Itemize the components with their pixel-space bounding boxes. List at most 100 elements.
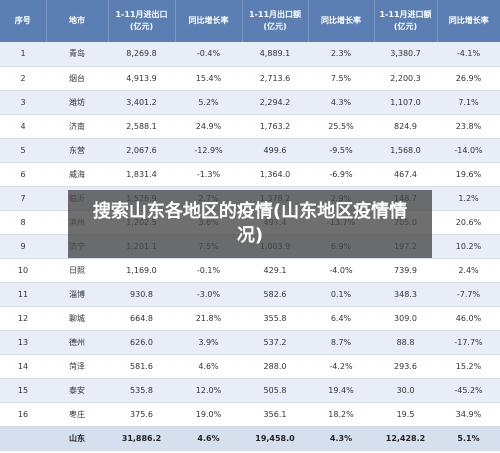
total-import: 12,428.2 (374, 425, 437, 451)
cell-city: 德州 (46, 330, 108, 355)
header-export: 1-11月出口额 (亿元) (242, 0, 309, 42)
cell-export-growth: 2.3% (308, 42, 374, 67)
table-row: 6 威海 1,831.4 -1.3% 1,364.0 -6.9% 467.4 19.6% (0, 162, 500, 187)
cell-index: 14 (0, 354, 46, 379)
total-import-growth: 5.1% (437, 425, 500, 451)
header-total-trade: 1-11月进出口 (亿元) (108, 0, 176, 42)
cell-import: 824.9 (374, 114, 437, 139)
table-row: 3 潍坊 3,401.2 5.2% 2,294.2 4.3% 1,107.0 7.1% (0, 90, 500, 115)
cell-export-growth: 18.2% (308, 402, 374, 427)
cell-import: 2,200.3 (374, 66, 437, 91)
total-export: 19,458.0 (242, 425, 308, 451)
cell-export: 1,763.2 (242, 114, 308, 139)
cell-index: 10 (0, 258, 46, 283)
cell-total-growth: -0.1% (175, 258, 242, 283)
cell-import: 309.0 (374, 306, 437, 331)
cell-export: 582.6 (242, 282, 308, 307)
cell-index: 9 (0, 234, 46, 259)
cell-index: 16 (0, 402, 46, 427)
cell-city: 淄博 (46, 282, 108, 307)
cell-export: 537.2 (242, 330, 308, 355)
cell-index: 15 (0, 378, 46, 403)
cell-import: 1,107.0 (374, 90, 437, 115)
table-row: 13 德州 626.0 3.9% 537.2 8.7% 88.8 -17.7% (0, 330, 500, 355)
cell-total-growth: 12.0% (175, 378, 242, 403)
cell-export: 2,294.2 (242, 90, 308, 115)
cell-index: 3 (0, 90, 46, 115)
cell-export-growth: 19.4% (308, 378, 374, 403)
cell-city: 枣庄 (46, 402, 108, 427)
cell-total-growth: 3.9% (175, 330, 242, 355)
cell-index: 12 (0, 306, 46, 331)
cell-import-growth: 23.8% (437, 114, 500, 139)
header-index: 序号 (0, 0, 47, 42)
cell-total-growth: -3.0% (175, 282, 242, 307)
cell-import: 293.6 (374, 354, 437, 379)
cell-total-trade: 375.6 (108, 402, 175, 427)
table-row: 16 枣庄 375.6 19.0% 356.1 18.2% 19.5 34.9% (0, 402, 500, 427)
header-city: 地市 (46, 0, 109, 42)
cell-total-growth: 19.0% (175, 402, 242, 427)
cell-city: 威海 (46, 162, 108, 187)
cell-import-growth: 2.4% (437, 258, 500, 283)
cell-index: 13 (0, 330, 46, 355)
caption-text: 搜索山东各地区的疫情(山东地区疫情情况) (92, 201, 408, 246)
cell-import-growth: -17.7% (437, 330, 500, 355)
cell-import-growth: -45.2% (437, 378, 500, 403)
cell-import-growth: 34.9% (437, 402, 500, 427)
cell-export: 505.8 (242, 378, 308, 403)
cell-import-growth: 26.9% (437, 66, 500, 91)
cell-index: 5 (0, 138, 46, 163)
cell-index: 6 (0, 162, 46, 187)
cell-export-growth: 0.1% (308, 282, 374, 307)
cell-import-growth: 46.0% (437, 306, 500, 331)
cell-import: 1,568.0 (374, 138, 437, 163)
table-row: 14 菏泽 581.6 4.6% 288.0 -4.2% 293.6 15.2% (0, 354, 500, 379)
cell-total-trade: 2,067.6 (108, 138, 175, 163)
cell-total-growth: 21.8% (175, 306, 242, 331)
cell-export-growth: -9.5% (308, 138, 374, 163)
table-row: 10 日照 1,169.0 -0.1% 429.1 -4.0% 739.9 2.4% (0, 258, 500, 283)
header-import-growth: 同比增长率 (437, 0, 500, 42)
cell-export-growth: -4.2% (308, 354, 374, 379)
cell-total-growth: -12.9% (175, 138, 242, 163)
cell-import: 739.9 (374, 258, 437, 283)
cell-index: 8 (0, 210, 46, 235)
cell-city: 日照 (46, 258, 108, 283)
cell-total-growth: 5.2% (175, 90, 242, 115)
cell-export: 288.0 (242, 354, 308, 379)
total-trade-growth: 4.6% (175, 425, 242, 451)
total-trade: 31,886.2 (108, 425, 175, 451)
cell-total-trade: 930.8 (108, 282, 175, 307)
cell-export: 499.6 (242, 138, 308, 163)
table-row: 4 济南 2,588.1 24.9% 1,763.2 25.5% 824.9 23.8% (0, 114, 500, 139)
cell-total-trade: 1,831.4 (108, 162, 175, 187)
cell-total-growth: 24.9% (175, 114, 242, 139)
cell-export-growth: 25.5% (308, 114, 374, 139)
table-header-row: 序号 地市 1-11月进出口 (亿元) 同比增长率 1-11月出口额 (亿元) 同比… (0, 0, 500, 42)
cell-export-growth: 4.3% (308, 90, 374, 115)
cell-city: 东营 (46, 138, 108, 163)
cell-index: 1 (0, 42, 46, 67)
cell-total-trade: 626.0 (108, 330, 175, 355)
cell-export: 429.1 (242, 258, 308, 283)
cell-import-growth: -7.7% (437, 282, 500, 307)
cell-export: 2,713.6 (242, 66, 308, 91)
cell-index: 4 (0, 114, 46, 139)
table-row: 11 淄博 930.8 -3.0% 582.6 0.1% 348.3 -7.7% (0, 282, 500, 307)
cell-import: 30.0 (374, 378, 437, 403)
header-export-growth: 同比增长率 (308, 0, 375, 42)
cell-export: 356.1 (242, 402, 308, 427)
cell-total-growth: 15.4% (175, 66, 242, 91)
cell-import: 348.3 (374, 282, 437, 307)
cell-export-growth: 7.5% (308, 66, 374, 91)
cell-total-trade: 535.8 (108, 378, 175, 403)
cell-city: 济南 (46, 114, 108, 139)
cell-total-growth: 4.6% (175, 354, 242, 379)
cell-city: 泰安 (46, 378, 108, 403)
table-row: 2 烟台 4,913.9 15.4% 2,713.6 7.5% 2,200.3 26.9% (0, 66, 500, 91)
cell-city: 菏泽 (46, 354, 108, 379)
cell-total-trade: 3,401.2 (108, 90, 175, 115)
cell-import-growth: 7.1% (437, 90, 500, 115)
cell-import-growth: 20.6% (437, 210, 500, 235)
